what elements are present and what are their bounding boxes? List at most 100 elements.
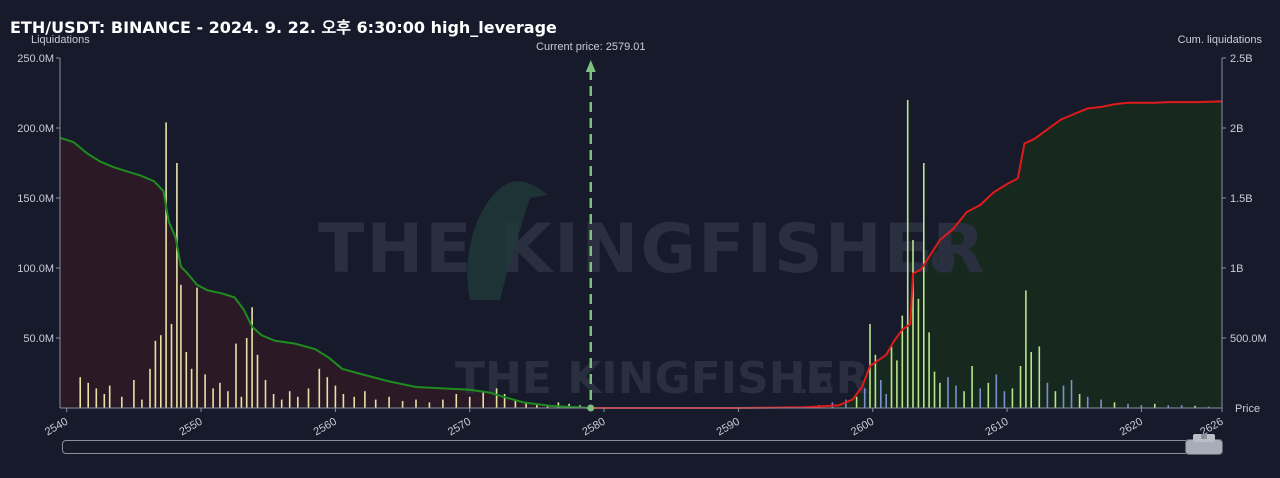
liquidation-bar	[503, 394, 506, 408]
liquidation-bar	[525, 402, 527, 408]
current-price-dot	[587, 404, 595, 412]
liquidation-bar	[1062, 385, 1065, 408]
liquidation-bar	[79, 377, 81, 408]
liquidation-bar	[1025, 290, 1027, 408]
kingfisher-bird-icon	[467, 181, 548, 300]
liquidation-bar	[514, 399, 517, 408]
liquidation-bar	[896, 360, 898, 408]
liquidation-bar	[141, 399, 143, 408]
liquidation-bar	[160, 335, 162, 408]
cumulative-short-line	[59, 136, 591, 409]
liquidation-bar	[264, 380, 267, 408]
y2-tick-label: 500.0M	[1230, 333, 1267, 345]
liquidation-bar	[326, 377, 329, 408]
current-price-marker[interactable]: Current price: 2579.01	[536, 41, 645, 412]
liquidation-bar	[947, 377, 949, 408]
liquidation-bar	[928, 332, 930, 408]
liquidation-bar	[495, 388, 498, 408]
liquidation-bar	[170, 324, 173, 408]
liquidation-bar	[103, 394, 106, 408]
x-tick-label: 2560	[312, 416, 339, 439]
y-tick-label: 100.0M	[17, 263, 54, 275]
liquidation-bar	[374, 399, 377, 408]
liquidation-bar	[901, 315, 904, 408]
scrollbar-handle[interactable]: III	[1185, 434, 1223, 455]
liquidation-bar	[906, 100, 909, 408]
liquidation-bar	[235, 343, 237, 408]
watermark-suffix-large: .IO	[908, 245, 956, 280]
liquidation-bar	[342, 394, 345, 408]
liquidation-bar	[428, 402, 431, 408]
liquidation-bar	[185, 352, 188, 408]
liquidation-bar	[885, 394, 887, 408]
current-price-label: Current price: 2579.01	[536, 41, 645, 53]
liquidation-bar	[912, 240, 914, 408]
liquidation-bar	[176, 163, 178, 408]
liquidation-bar	[1100, 399, 1102, 408]
liquidation-bar	[1140, 405, 1143, 408]
x-tick-label: 2590	[715, 416, 742, 439]
liquidation-bar	[1019, 366, 1022, 408]
liquidation-bar	[482, 391, 484, 408]
liquidation-bar	[995, 374, 998, 408]
x-tick-label: 2570	[446, 416, 473, 439]
liquidation-bar	[1154, 403, 1156, 408]
x-axis-title: Price	[1235, 403, 1260, 415]
liquidation-bar	[297, 396, 299, 408]
x-tick-label: 2540	[43, 416, 70, 439]
liquidation-bar	[227, 391, 229, 408]
y2-tick-label: 2B	[1230, 123, 1243, 135]
y2-tick-label: 2.5B	[1230, 53, 1253, 65]
liquidation-bar	[1070, 380, 1073, 408]
liquidation-bar	[388, 396, 390, 408]
x-tick-label: 2620	[1118, 416, 1145, 439]
liquidation-bar	[318, 368, 321, 408]
liquidation-bar	[546, 405, 549, 408]
liquidation-bar	[890, 346, 893, 408]
liquidation-bar	[240, 396, 243, 408]
liquidation-bar	[987, 382, 990, 408]
liquidation-bar	[917, 298, 920, 408]
liquidation-bar	[87, 382, 89, 408]
cumulative-lines	[59, 100, 1223, 409]
liquidation-bar	[955, 385, 957, 408]
liquidation-bar	[874, 354, 877, 408]
x-tick-label: 2580	[580, 416, 607, 439]
liquidation-bar	[334, 385, 337, 408]
liquidation-bar	[256, 354, 259, 408]
chart-title: ETH/USDT: BINANCE - 2024. 9. 22. 오후 6:30…	[10, 18, 557, 37]
liquidation-bar	[364, 391, 366, 408]
liquidation-bar	[415, 399, 417, 408]
liquidation-bar	[1113, 402, 1116, 408]
liquidation-bar	[401, 401, 404, 408]
arrow-up-icon	[585, 60, 596, 72]
watermark-suffix-small: .IO	[800, 374, 832, 398]
liquidation-bar	[442, 399, 444, 408]
liquidation-bar	[1167, 405, 1170, 408]
liquidation-bar	[180, 284, 182, 408]
y2-tick-label: 1.5B	[1230, 193, 1253, 205]
liquidation-bar	[154, 340, 157, 408]
watermark-text-small: THE KINGFISHER	[455, 353, 870, 404]
cumulative-long-line	[590, 100, 1223, 409]
range-scrollbar[interactable]: III	[62, 434, 1223, 455]
liquidation-bar	[133, 380, 135, 408]
y-tick-label: 150.0M	[17, 193, 54, 205]
liquidation-bars	[79, 100, 1210, 409]
liquidation-bar	[1054, 391, 1057, 408]
liquidation-bar	[204, 374, 206, 408]
liquidation-bar	[557, 402, 560, 408]
liquidation-bar	[190, 368, 193, 408]
cumulative-fill-layer	[60, 101, 1222, 409]
liquidation-bar	[971, 366, 973, 408]
short-cumulative-area	[60, 137, 591, 409]
liquidation-bar	[855, 396, 858, 408]
liquidation-bar	[212, 388, 214, 408]
y-axis-title: Liquidations	[31, 34, 90, 46]
liquidation-bar	[1038, 346, 1041, 408]
x-tick-label: 2550	[177, 416, 204, 439]
liquidation-bar	[1046, 382, 1049, 408]
grip-icon[interactable]: III	[1193, 434, 1215, 442]
liquidation-bar	[845, 399, 847, 408]
